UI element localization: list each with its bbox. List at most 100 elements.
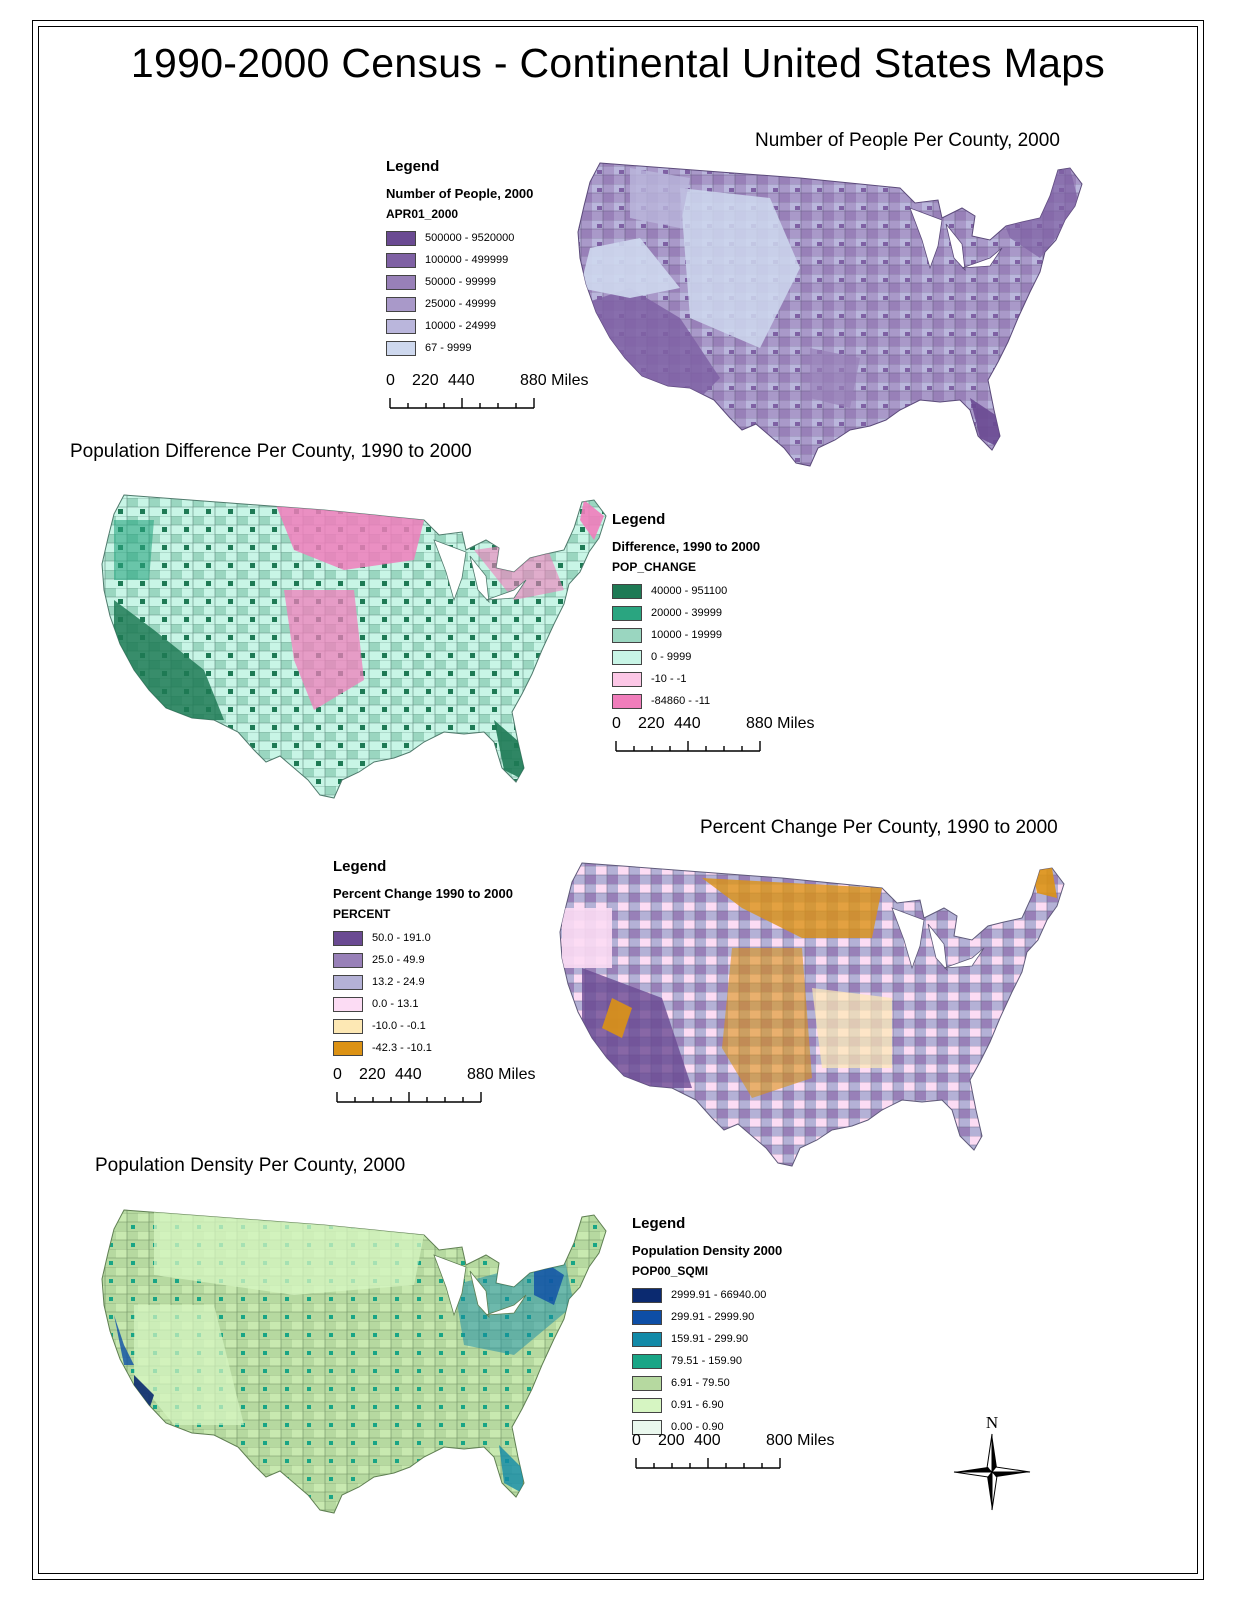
scale-ruler [615,741,761,752]
legend-class: 40000 - 951100 [612,580,760,602]
scale-label: 220 [359,1066,386,1083]
legend-swatch [386,230,416,246]
legend-class: 299.91 - 2999.90 [632,1306,782,1328]
legend-class-label: 100000 - 499999 [425,254,509,266]
map-title-density: Population Density Per County, 2000 [95,1155,406,1176]
scale-label: 0 [333,1066,342,1083]
legend-swatch [333,996,363,1012]
legend-field: Difference, 1990 to 2000 [612,539,761,554]
legend-class-label: 13.2 - 24.9 [372,976,425,988]
legend-class: 6.91 - 79.50 [632,1372,782,1394]
legend-class-label: -10 - -1 [651,673,687,685]
legend-class: 67 - 9999 [386,337,533,359]
legend-class-label: 500000 - 9520000 [425,232,515,244]
legend-class-label: 0.0 - 13.1 [372,998,419,1010]
legend-heading: Legend [632,1215,686,1232]
legend-swatch [386,340,416,356]
scale-bar: 0 200 400 800 Miles [632,1432,852,1470]
scale-label: 440 [674,715,701,732]
legend-difference: Legend Difference, 1990 to 2000 POP_CHAN… [612,511,760,712]
legend-class: 10000 - 24999 [386,315,533,337]
legend-swatch [333,952,363,968]
legend-heading: Legend [612,511,666,528]
legend-swatch [612,671,642,687]
scale-bar: 0 220 440 880 Miles [333,1066,553,1104]
map-population-difference [101,494,607,799]
legend-swatch [612,649,642,665]
legend-swatch [632,1331,662,1347]
legend-swatch [386,318,416,334]
legend-class-label: 299.91 - 2999.90 [671,1311,755,1323]
scale-label: 220 [412,372,439,389]
page-border-inner [38,26,1198,1574]
scale-label: 0 [632,1432,641,1449]
legend-percent-change: Legend Percent Change 1990 to 2000 PERCE… [333,858,513,1059]
scale-label: 440 [448,372,475,389]
legend-class-label: 0.91 - 6.90 [671,1399,724,1411]
legend-class-label: 159.91 - 299.90 [671,1333,749,1345]
legend-class: 2999.91 - 66940.00 [632,1284,782,1306]
legend-class: 10000 - 19999 [612,624,760,646]
scale-ruler [336,1092,482,1103]
legend-class-label: 20000 - 39999 [651,607,722,619]
legend-swatch [333,930,363,946]
legend-class-label: 25.0 - 49.9 [372,954,425,966]
legend-attribute: PERCENT [333,907,391,921]
map-title-percent-change: Percent Change Per County, 1990 to 2000 [700,817,1058,838]
scale-label: 440 [395,1066,422,1083]
legend-class-label: 40000 - 951100 [651,585,728,597]
legend-class-label: 6.91 - 79.50 [671,1377,730,1389]
legend-swatch [632,1309,662,1325]
legend-class-label: 50.0 - 191.0 [372,932,431,944]
legend-class: 50000 - 99999 [386,271,533,293]
legend-swatch [333,1018,363,1034]
legend-swatch [333,1040,363,1056]
legend-heading: Legend [333,858,387,875]
scale-bar: 0 220 440 880 Miles [612,715,832,753]
legend-swatch [386,274,416,290]
legend-swatch [632,1287,662,1303]
legend-swatch [632,1419,662,1435]
legend-class: 159.91 - 299.90 [632,1328,782,1350]
legend-field: Percent Change 1990 to 2000 [333,886,513,901]
scale-label: 400 [694,1432,721,1449]
legend-class-label: 2999.91 - 66940.00 [671,1289,767,1301]
scale-label: 0 [386,372,395,389]
compass-icon: N [953,1413,1031,1511]
north-arrow: N [950,1410,1034,1519]
map-title-population: Number of People Per County, 2000 [755,130,1060,151]
legend-swatch [632,1353,662,1369]
scale-ruler [635,1458,781,1469]
page-border-outer [32,20,1204,1580]
legend-class: 500000 - 9520000 [386,227,533,249]
legend-attribute: POP_CHANGE [612,560,697,574]
legend-class: -84860 - -11 [612,690,760,712]
legend-class: 0.0 - 13.1 [333,993,513,1015]
legend-heading: Legend [386,158,440,175]
legend-class: 0 - 9999 [612,646,760,668]
legend-class-label: -10.0 - -0.1 [372,1020,426,1032]
legend-class-label: 10000 - 19999 [651,629,722,641]
legend-attribute: APR01_2000 [386,207,459,221]
legend-swatch [612,605,642,621]
legend-class-label: 67 - 9999 [425,342,472,354]
legend-swatch [386,296,416,312]
legend-class-label: 0 - 9999 [651,651,692,663]
legend-class: 50.0 - 191.0 [333,927,513,949]
legend-class: -10.0 - -0.1 [333,1015,513,1037]
scale-label: 800 Miles [766,1432,835,1449]
map-title-difference: Population Difference Per County, 1990 t… [70,441,472,462]
scale-label: 220 [638,715,665,732]
legend-field: Number of People, 2000 [386,186,534,201]
legend-class-label: 50000 - 99999 [425,276,496,288]
scale-label: 0 [612,715,621,732]
map-population-density [101,1209,607,1514]
scale-label: 880 Miles [746,715,815,732]
legend-class-label: 79.51 - 159.90 [671,1355,742,1367]
page-title: 1990-2000 Census - Continental United St… [130,40,1106,86]
legend-class: -42.3 - -10.1 [333,1037,513,1059]
legend-swatch [612,583,642,599]
legend-class: 25000 - 49999 [386,293,533,315]
legend-swatch [632,1397,662,1413]
legend-swatch [612,693,642,709]
